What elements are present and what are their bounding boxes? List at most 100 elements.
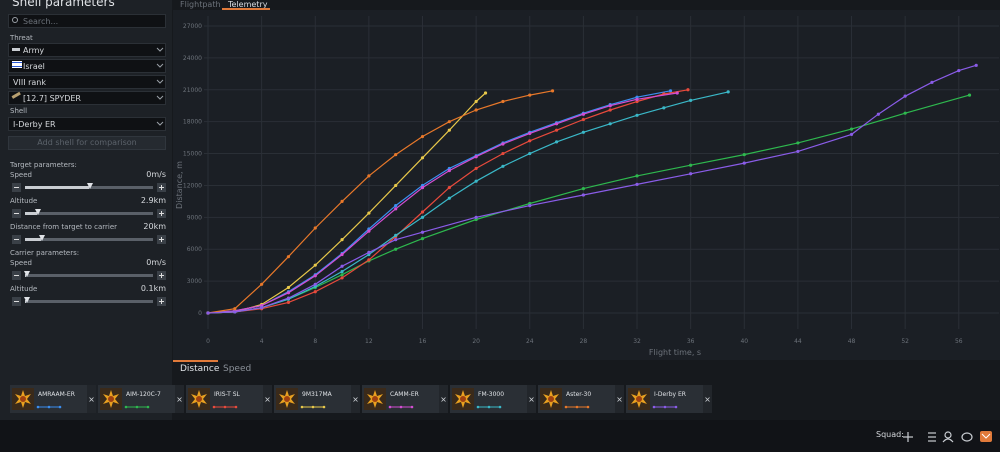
plus-button[interactable]	[157, 297, 166, 306]
series-line	[207, 92, 678, 314]
data-point	[528, 131, 532, 135]
data-point	[742, 153, 746, 157]
select[interactable]: [12.7] SPYDER	[8, 91, 166, 105]
tab[interactable]: Speed	[223, 364, 252, 374]
legend-label: AMRAAM-ER	[38, 391, 75, 398]
data-point	[608, 122, 612, 126]
shell-card[interactable]: AIM-120C-7	[98, 385, 184, 413]
search-field[interactable]: Search...	[8, 14, 166, 28]
plus-button[interactable]	[157, 235, 166, 244]
minus-button[interactable]	[12, 271, 21, 280]
data-point	[483, 91, 488, 95]
x-tick-label: 12	[365, 338, 373, 345]
shell-card[interactable]: 9M317MA	[274, 385, 360, 413]
data-point	[313, 290, 317, 294]
data-point	[447, 196, 451, 200]
data-point	[394, 183, 398, 188]
data-point	[474, 99, 478, 104]
data-point	[286, 285, 291, 290]
y-tick-label: 27000	[183, 23, 202, 30]
shell-card[interactable]: Aster-30	[538, 385, 624, 413]
close-icon	[353, 397, 358, 402]
plus-button[interactable]	[157, 183, 166, 192]
minus-button[interactable]	[12, 209, 21, 218]
tab[interactable]: Telemetry	[228, 0, 268, 9]
select[interactable]: Israel	[8, 59, 166, 73]
target-heading: Target parameters:	[10, 161, 77, 169]
data-point	[286, 255, 291, 259]
legend-swatch-dot	[322, 405, 326, 409]
legend-label: AIM-120C-7	[126, 391, 161, 398]
shell-label: Shell	[10, 107, 28, 115]
tab[interactable]: Distance	[180, 364, 220, 374]
legend-swatch-dot	[388, 405, 392, 409]
y-tick-label: 12000	[183, 182, 202, 189]
minus-button[interactable]	[12, 235, 21, 244]
threat-label: Threat	[10, 34, 33, 42]
card-graphics	[12, 385, 96, 413]
data-point	[340, 238, 344, 242]
data-point	[635, 174, 639, 178]
card-graphics	[628, 385, 712, 413]
data-point	[635, 97, 639, 101]
select[interactable]: VIII rank	[8, 75, 166, 89]
shell-icon-core	[548, 396, 554, 402]
series-line	[207, 89, 689, 314]
x-axis-label: Flight time, s	[649, 348, 701, 357]
legend-swatch-dot	[663, 405, 667, 409]
data-point	[726, 90, 730, 94]
panel-icons	[11, 17, 164, 126]
data-point	[233, 310, 237, 314]
shell-card[interactable]: AMRAAM-ER	[10, 385, 96, 413]
close-icon	[265, 397, 270, 402]
data-point	[394, 153, 398, 157]
x-tick-label: 32	[633, 338, 641, 345]
minus-icon	[14, 301, 19, 302]
tab[interactable]: Flightpath	[180, 0, 221, 9]
data-point	[340, 273, 344, 277]
shell-card[interactable]: FM-3000	[450, 385, 536, 413]
minus-icon	[14, 213, 19, 214]
slider-track	[25, 212, 153, 215]
shell-card[interactable]: CAMM-ER	[362, 385, 448, 413]
data-point	[528, 204, 532, 208]
shell-card[interactable]: I-Derby ER	[626, 385, 712, 413]
data-point	[286, 300, 291, 304]
data-point	[420, 215, 425, 219]
data-point	[447, 185, 451, 190]
data-point	[501, 142, 505, 146]
legend-swatch-dot	[674, 405, 678, 409]
data-point	[689, 98, 693, 103]
x-tick-label: 0	[206, 338, 210, 345]
legend-swatch-dot	[410, 405, 414, 409]
shell-icon-core	[20, 396, 26, 402]
param-value: 0.1km	[140, 284, 166, 293]
data-point	[668, 89, 673, 93]
data-point	[635, 113, 639, 117]
series-line	[207, 91, 729, 314]
data-point	[581, 193, 585, 197]
data-point	[367, 174, 371, 178]
data-point	[474, 179, 478, 183]
data-point	[260, 282, 264, 286]
minus-button[interactable]	[12, 183, 21, 192]
param-label: Altitude	[10, 285, 38, 293]
plus-button[interactable]	[157, 209, 166, 218]
data-point	[420, 236, 425, 241]
tab-underline	[173, 360, 218, 362]
plus-button[interactable]	[157, 271, 166, 280]
series-line	[207, 90, 553, 314]
data-point	[420, 134, 425, 139]
add-button[interactable]: Add shell for comparison	[8, 136, 166, 150]
data-point	[501, 99, 505, 104]
select[interactable]: Army	[8, 43, 166, 57]
data-point	[796, 141, 800, 145]
data-point	[340, 252, 344, 257]
data-point	[447, 168, 451, 173]
minus-button[interactable]	[12, 297, 21, 306]
data-point	[635, 182, 639, 186]
select[interactable]: I-Derby ER	[8, 117, 166, 131]
x-tick-label: 36	[687, 338, 695, 345]
shell-card[interactable]: IRIS-T SL	[186, 385, 272, 413]
slider-fill	[25, 238, 41, 241]
